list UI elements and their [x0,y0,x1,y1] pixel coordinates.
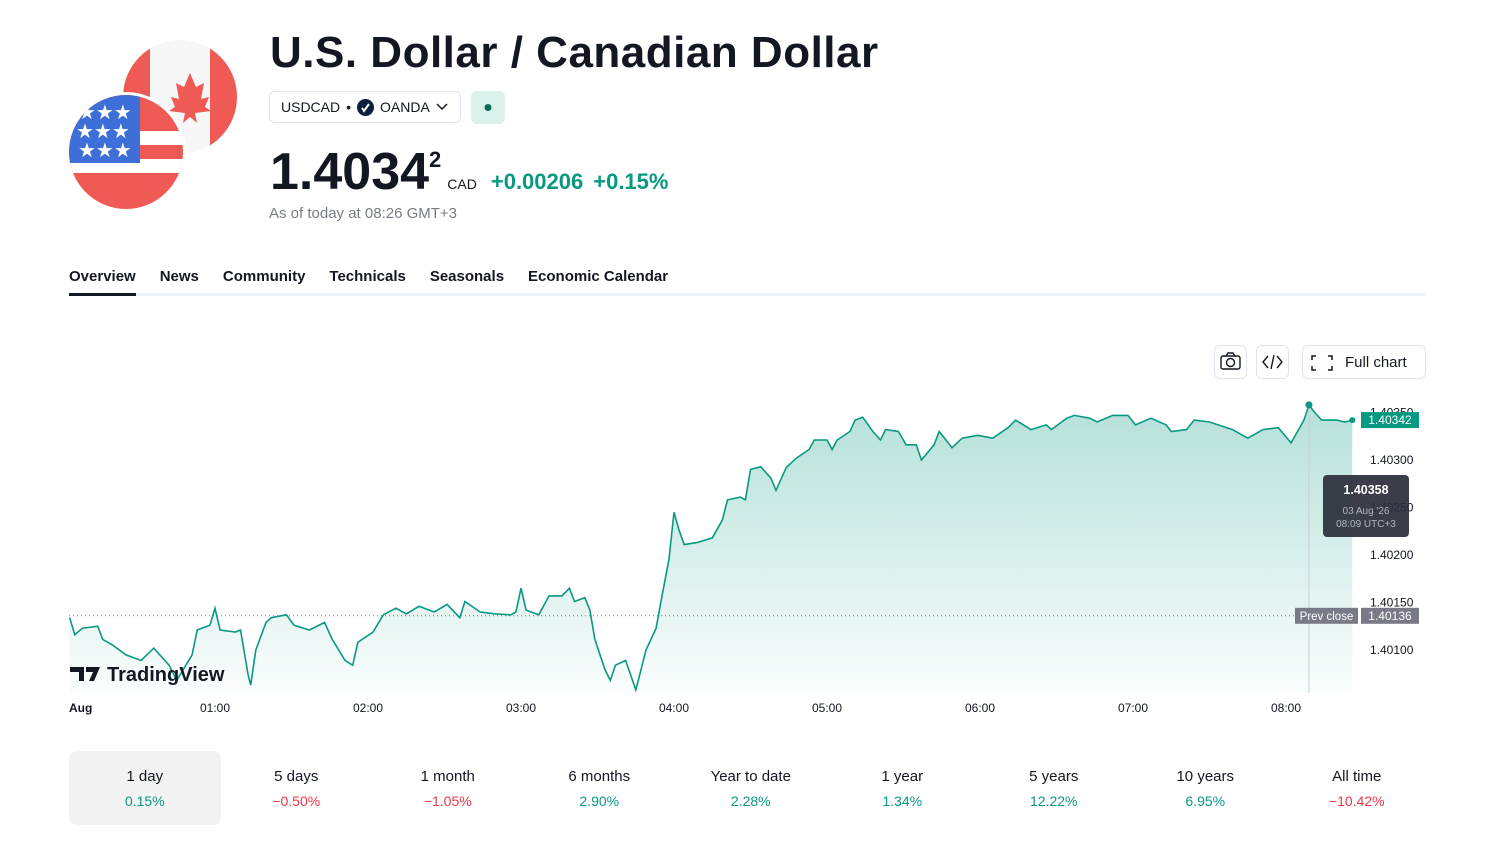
period-change: 2.28% [730,793,771,809]
period-label: 6 months [568,768,631,785]
chart: 1.401001.401501.402001.402501.403001.403… [68,401,1419,715]
period-change: 2.90% [579,793,620,809]
symbol-title: U.S. Dollar / Canadian Dollar [270,28,879,77]
tooltip-value: 1.40358 [1343,483,1388,497]
full-chart-label: Full chart [1345,353,1407,371]
logo-icon [70,667,100,681]
x-tick-label: 07:00 [1118,701,1148,715]
as-of: As of today at 08:26 GMT+3 [269,205,458,222]
period-button[interactable]: 10 years 6.95% [1130,751,1282,825]
x-tick-label: Aug [69,701,92,715]
flags-icon: ★★★★★★★★★ [66,40,237,212]
period-label: 1 month [420,768,475,785]
svg-text:★★★: ★★★ [78,140,132,162]
period-label: 5 days [274,768,319,785]
period-label: 5 years [1029,768,1079,785]
period-change: −0.50% [272,793,321,809]
tab[interactable]: Community [222,268,306,285]
logo-text: TradingView [107,664,225,686]
y-tick-label: 1.40150 [1370,596,1414,610]
y-tick-label: 1.40200 [1370,548,1414,562]
y-tick-label: 1.40300 [1370,453,1414,467]
x-tick-label: 04:00 [659,701,689,715]
area-fill [69,404,1353,693]
period-change: 1.34% [882,793,923,809]
market-status[interactable] [471,91,505,124]
tab[interactable]: Economic Calendar [528,268,669,285]
period-change: −10.42% [1328,793,1385,809]
tabs: Overview News Community Technicals Seasonals… [69,268,668,296]
x-tick-label: 08:00 [1271,701,1301,715]
tooltip-box [1323,475,1409,537]
currency: CAD [447,176,477,192]
prev-close-value-tag [1361,607,1419,624]
x-tick-label: 02:00 [353,701,383,715]
tab[interactable]: Technicals [329,268,406,285]
y-tick-label: 1.40100 [1370,643,1414,657]
x-tick-label: 06:00 [965,701,995,715]
period-button[interactable]: 1 day 0.15% [69,751,221,825]
period-label: 10 years [1176,768,1235,785]
tooltip-time: 08:09 UTC+3 [1336,519,1396,530]
period-change: 12.22% [1030,793,1078,809]
period-label: Year to date [710,768,791,785]
period-row: 1 day 0.15% 5 days −0.50% 1 month −1.05% 6 mon… [69,751,1433,825]
tab[interactable]: Overview [69,268,136,296]
period-button[interactable]: 5 years 12.22% [978,751,1130,825]
period-button[interactable]: All time −10.42% [1281,751,1433,825]
period-change: 6.95% [1185,793,1226,809]
x-tick-label: 01:00 [200,701,230,715]
prev-close-value: 1.40136 [1368,609,1412,623]
x-tick-label: 03:00 [506,701,536,715]
last-point [1349,417,1356,424]
period-change: −1.05% [423,793,472,809]
svg-text:★★★: ★★★ [76,121,130,143]
period-label: 1 year [881,768,924,785]
chevron [436,103,448,111]
period-button[interactable]: Year to date 2.28% [675,751,827,825]
tab-underline [69,293,1426,296]
period-label: 1 day [126,768,164,785]
price-line [68,403,1353,693]
period-button[interactable]: 6 months 2.90% [524,751,676,825]
price: 1.4034 [270,143,430,201]
embed-button[interactable] [1256,345,1289,379]
period-button[interactable]: 1 month −1.05% [372,751,524,825]
prev-close-tag [1295,607,1358,624]
exchange: OANDA [380,99,430,115]
period-change: 0.15% [124,793,165,809]
tooltip-date: 03 Aug '26 [1343,506,1390,517]
last-price-value: 1.40342 [1368,413,1412,427]
last-price-tag [1361,412,1419,429]
broker-icon [357,98,375,116]
change-percent: +0.15% [593,169,669,194]
symbol: USDCAD [281,99,341,115]
price-superscript: 2 [429,147,442,172]
price-block: 1.4034 2 CAD +0.00206 +0.15% [270,142,668,202]
tab[interactable]: News [159,268,199,285]
snapshot-button[interactable] [1214,345,1247,379]
svg-text:★★★: ★★★ [78,102,132,124]
full-chart-button[interactable]: Full chart [1302,345,1426,379]
period-label: All time [1332,768,1382,785]
change: +0.00206 [490,169,584,194]
hover-point [1305,401,1313,409]
x-tick-label: 05:00 [812,701,842,715]
prev-close-text: Prev close [1300,611,1354,623]
tab[interactable]: Seasonals [429,268,505,285]
symbol-selector[interactable]: USDCAD • OANDA [269,91,461,123]
period-button[interactable]: 5 days −0.50% [221,751,373,825]
period-button[interactable]: 1 year 1.34% [827,751,979,825]
